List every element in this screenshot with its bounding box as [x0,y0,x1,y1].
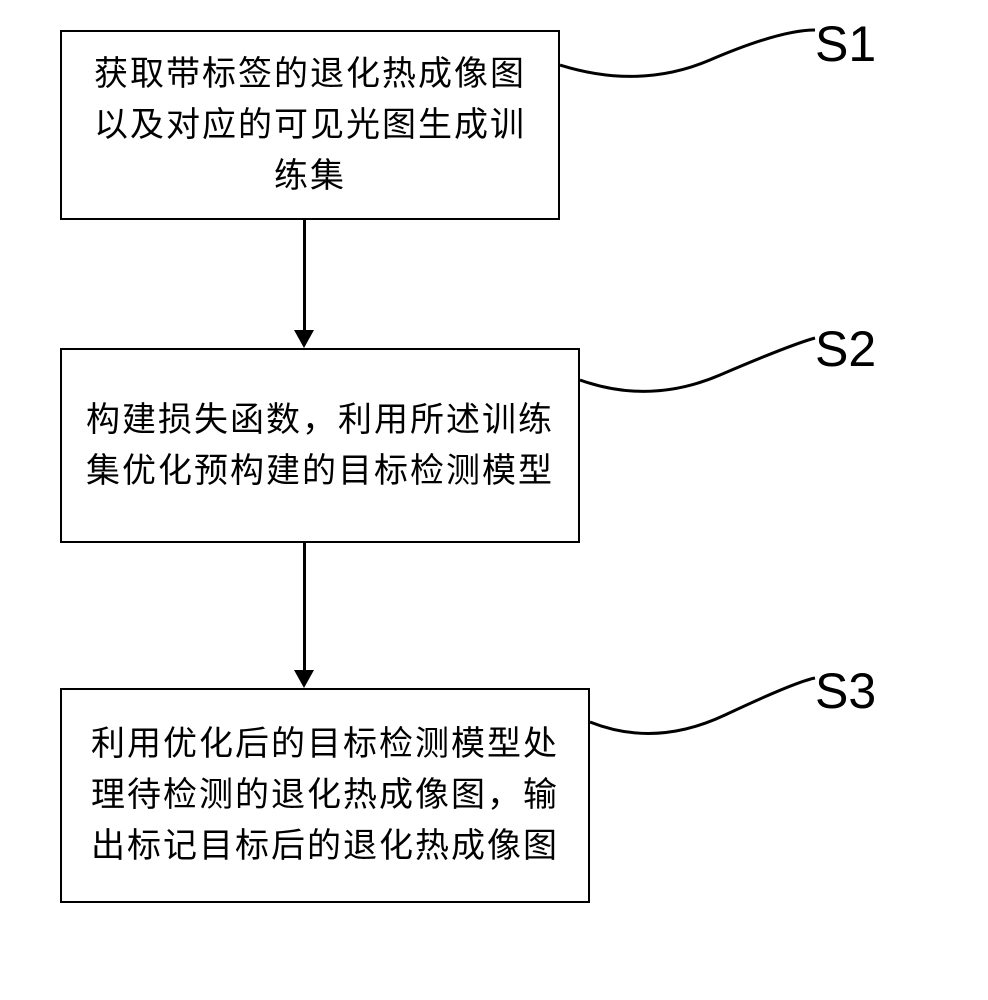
arrow-s2-s3-head [294,670,314,688]
flowchart-node-s1: 获取带标签的退化热成像图以及对应的可见光图生成训练集 [60,30,560,220]
node-s3-text: 利用优化后的目标检测模型处理待检测的退化热成像图，输出标记目标后的退化热成像图 [91,719,559,872]
label-s2: S2 [815,320,876,378]
node-s1-text: 获取带标签的退化热成像图以及对应的可见光图生成训练集 [94,49,526,202]
node-s2-text: 构建损失函数，利用所述训练集优化预构建的目标检测模型 [86,395,554,497]
callout-curve-s3 [590,670,820,760]
callout-curve-s1 [560,20,820,110]
arrow-s1-s2-line [303,220,306,330]
callout-curve-s2 [580,330,820,420]
label-s3: S3 [815,662,876,720]
label-s1: S1 [815,15,876,73]
flowchart-node-s3: 利用优化后的目标检测模型处理待检测的退化热成像图，输出标记目标后的退化热成像图 [60,688,590,903]
arrow-s1-s2-head [294,330,314,348]
flowchart-node-s2: 构建损失函数，利用所述训练集优化预构建的目标检测模型 [60,348,580,543]
arrow-s2-s3-line [303,543,306,670]
